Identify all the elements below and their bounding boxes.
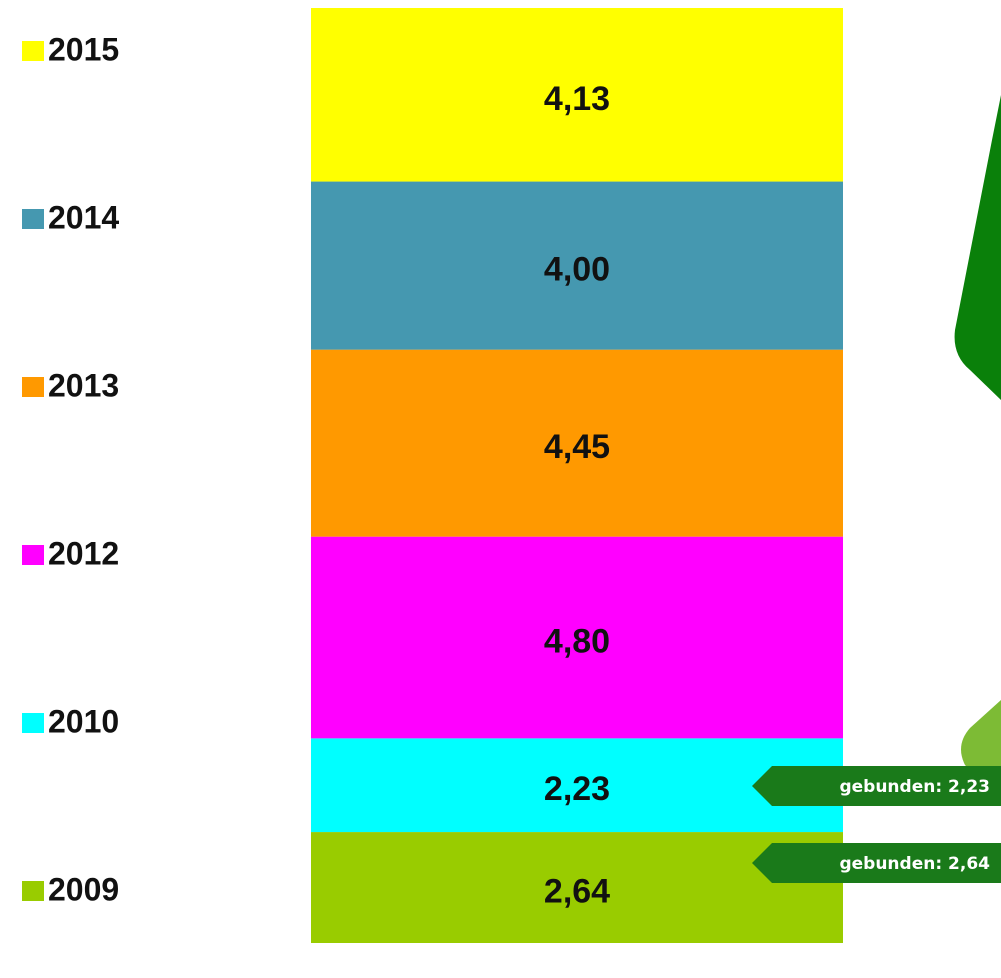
segment-label: 4,13 (544, 80, 610, 118)
segment-label: 4,80 (544, 622, 610, 660)
legend-label: 2010 (48, 703, 119, 739)
annotation-text: gebunden: 2,23 (839, 777, 990, 797)
bar-segment (311, 349, 843, 537)
segment-label: 4,45 (544, 428, 610, 466)
legend-label: 2012 (48, 535, 119, 571)
segment-label: 2,64 (544, 873, 610, 911)
bar-segment (311, 832, 843, 943)
annotation-tag (752, 766, 1001, 806)
legend-swatch (22, 377, 44, 397)
legend-swatch (22, 41, 44, 61)
legend-swatch (22, 545, 44, 565)
legend-label: 2014 (48, 199, 119, 235)
annotation-tag (752, 843, 1001, 883)
segment-label: 2,23 (544, 770, 610, 808)
bar-segment (311, 181, 843, 350)
legend-label: 2015 (48, 31, 119, 67)
bar-segment (311, 8, 843, 182)
bar-segment (311, 536, 843, 739)
legend-swatch (22, 209, 44, 229)
annotation-text: gebunden: 2,64 (839, 854, 990, 874)
legend-label: 2013 (48, 367, 119, 403)
legend-label: 2009 (48, 871, 119, 907)
legend-swatch (22, 713, 44, 733)
legend-swatch (22, 881, 44, 901)
decor-shape (954, 95, 1001, 400)
segment-label: 4,00 (544, 251, 610, 289)
